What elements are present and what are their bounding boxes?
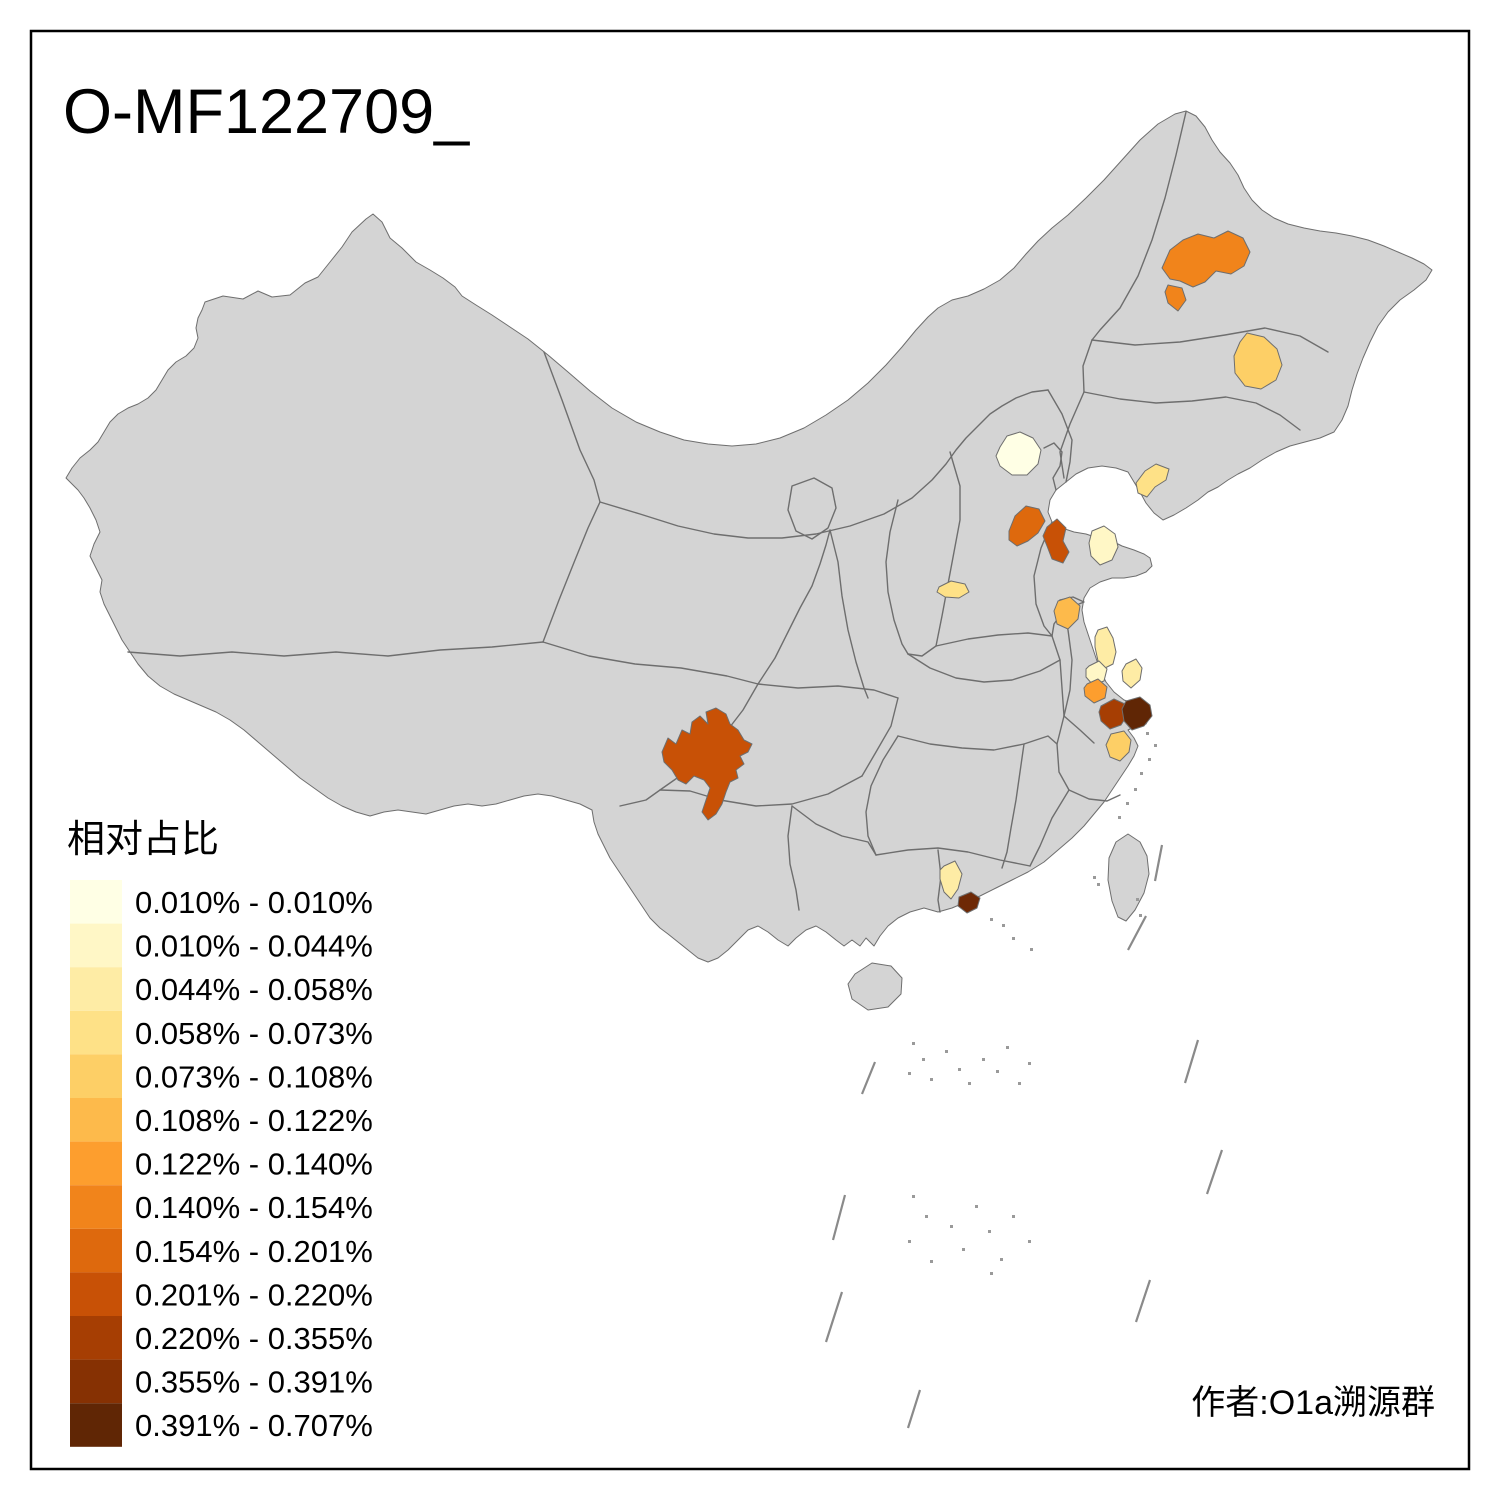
region-beijing: [995, 431, 1042, 476]
region-nanjing: [1083, 678, 1108, 704]
legend-swatch: [70, 1228, 122, 1273]
province-border: [791, 805, 877, 856]
province-border: [829, 529, 869, 699]
legend-label: 0.010% - 0.010%: [135, 885, 373, 920]
china-landmass: [65, 110, 1433, 963]
legend-swatch: [70, 1272, 122, 1316]
province-border: [543, 351, 601, 503]
legend-label: 0.391% - 0.707%: [135, 1408, 373, 1443]
region-shanghai: [1121, 696, 1153, 731]
map-frame: [29, 29, 1471, 1471]
province-border: [1043, 442, 1063, 491]
hainan-island: [847, 962, 903, 1011]
province-border: [937, 849, 942, 913]
legend-swatch: [70, 880, 122, 924]
region-xuzhou: [1053, 596, 1081, 630]
province-border: [935, 451, 961, 647]
legend-label: 0.073% - 0.108%: [135, 1059, 373, 1094]
legend-title: 相对占比: [67, 819, 219, 861]
province-border: [897, 735, 1058, 751]
choropleth-regions: [661, 230, 1283, 914]
legend-swatch: [70, 1403, 122, 1447]
province-border: [1033, 521, 1053, 637]
province-border: [1091, 111, 1187, 341]
nine-dash-line: [824, 844, 1224, 1429]
province-border: [861, 697, 899, 777]
province-border: [1091, 327, 1329, 353]
legend-label: 0.010% - 0.044%: [135, 929, 373, 964]
province-border: [127, 641, 544, 657]
province-border: [599, 389, 1049, 539]
province-border: [865, 735, 899, 856]
province-border: [757, 683, 899, 699]
province-border: [885, 499, 909, 655]
province-border: [542, 641, 759, 685]
province-border: [1047, 389, 1073, 483]
legend-label: 0.058% - 0.073%: [135, 1016, 373, 1051]
region-jinan: [1042, 518, 1070, 564]
legend-label: 0.355% - 0.391%: [135, 1365, 373, 1400]
page-title: O-MF122709_: [63, 77, 470, 147]
region-nantong: [1121, 658, 1143, 689]
region-shanxi-south: [936, 580, 970, 599]
region-harbin: [1161, 230, 1251, 288]
author-credit: 作者:O1a溯源群: [1191, 1384, 1435, 1422]
legend-swatch: [70, 1141, 122, 1186]
province-border: [1083, 391, 1301, 431]
province-border: [1056, 715, 1070, 791]
province-border: [757, 529, 831, 685]
province-border: [787, 805, 800, 911]
legend-swatch: [70, 1010, 122, 1055]
legend-label: 0.108% - 0.122%: [135, 1103, 373, 1138]
legend-swatch: [70, 967, 122, 1011]
province-border: [907, 653, 1061, 683]
province-border: [1001, 743, 1025, 869]
legend-label: 0.044% - 0.058%: [135, 972, 373, 1007]
province-border: [1082, 339, 1093, 393]
province-border: [1059, 391, 1085, 479]
province-border: [1051, 635, 1065, 717]
province-border: [787, 477, 837, 540]
province-border: [907, 645, 937, 657]
legend: 相对占比 0.010% - 0.010% 0.010% - 0.044% 0.0…: [67, 819, 373, 1447]
province-border: [1029, 789, 1070, 867]
province-border: [542, 501, 601, 643]
taiwan-island: [1107, 833, 1150, 922]
legend-swatch: [70, 1098, 122, 1142]
region-ningbo: [1105, 730, 1132, 762]
legend-label: 0.122% - 0.140%: [135, 1147, 373, 1182]
region-zhuhai: [957, 891, 981, 914]
legend-swatch: [70, 1185, 122, 1229]
region-harbin-tail: [1164, 284, 1187, 312]
legend-label: 0.201% - 0.220%: [135, 1277, 373, 1312]
legend-label: 0.154% - 0.201%: [135, 1234, 373, 1269]
region-jilin: [1233, 332, 1283, 390]
region-yancheng: [1094, 626, 1117, 669]
legend-swatch: [70, 1316, 122, 1360]
province-borders: [127, 111, 1329, 913]
legend-label: 0.140% - 0.154%: [135, 1190, 373, 1225]
province-border: [875, 847, 1031, 867]
legend-label: 0.220% - 0.355%: [135, 1321, 373, 1356]
region-dalian: [1135, 463, 1170, 498]
province-border: [935, 632, 1053, 647]
legend-swatch: [70, 923, 122, 968]
province-border: [1063, 715, 1095, 744]
province-border: [659, 775, 863, 807]
region-shijiazhuang: [1008, 505, 1046, 547]
legend-swatch: [70, 1054, 122, 1098]
region-weifang: [1088, 525, 1119, 566]
region-guangdong-north: [939, 860, 963, 900]
legend-swatch: [70, 1359, 122, 1404]
province-border: [1068, 789, 1121, 802]
region-sichuan-liangshan: [661, 707, 753, 821]
region-huzhou: [1098, 698, 1129, 730]
